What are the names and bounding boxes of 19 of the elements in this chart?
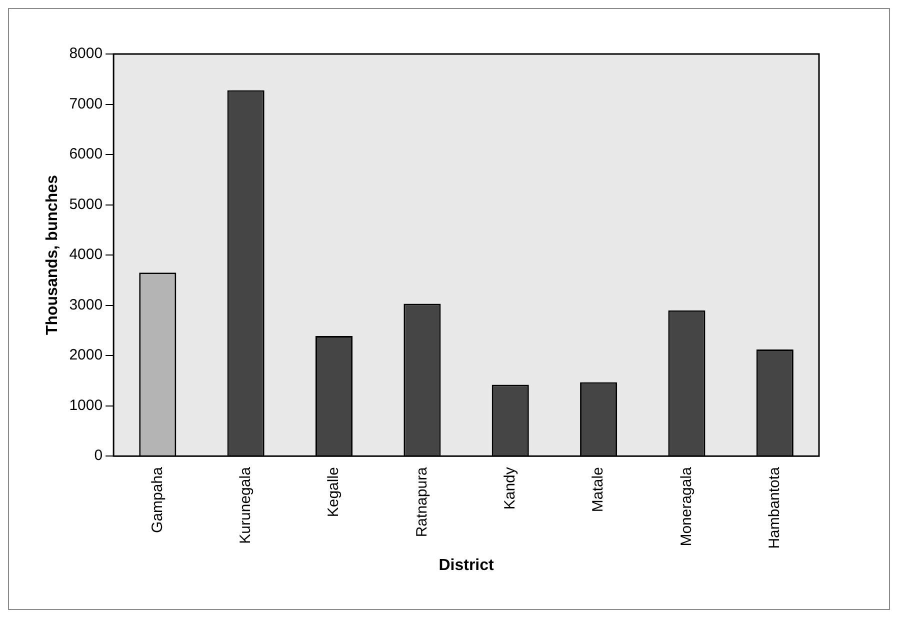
- y-tick-label: 8000: [69, 45, 103, 62]
- x-tick-label: Hambantota: [766, 466, 784, 549]
- x-tick-label: Ratnapura: [413, 466, 430, 538]
- y-tick-label: 7000: [69, 95, 103, 112]
- x-axis-title: District: [438, 556, 495, 574]
- y-tick-label: 4000: [69, 246, 103, 264]
- y-tick-label: 0: [94, 447, 103, 464]
- y-tick-label: 6000: [69, 146, 103, 163]
- x-tick-label: Kurunegala: [236, 466, 254, 544]
- y-tick-label: 5000: [69, 196, 103, 213]
- x-tick-label: Matale: [590, 467, 607, 512]
- x-tick-label: Kandy: [502, 466, 519, 510]
- x-tick-label: Kegalle: [325, 467, 342, 518]
- y-tick-label: 1000: [69, 396, 103, 414]
- x-tick-label: Gampaha: [148, 466, 166, 533]
- y-tick-label: 3000: [69, 296, 103, 314]
- x-tick-label: Moneragala: [678, 466, 695, 546]
- y-tick-label: 2000: [69, 346, 103, 364]
- y-axis-title: Thousands, bunches: [44, 174, 62, 336]
